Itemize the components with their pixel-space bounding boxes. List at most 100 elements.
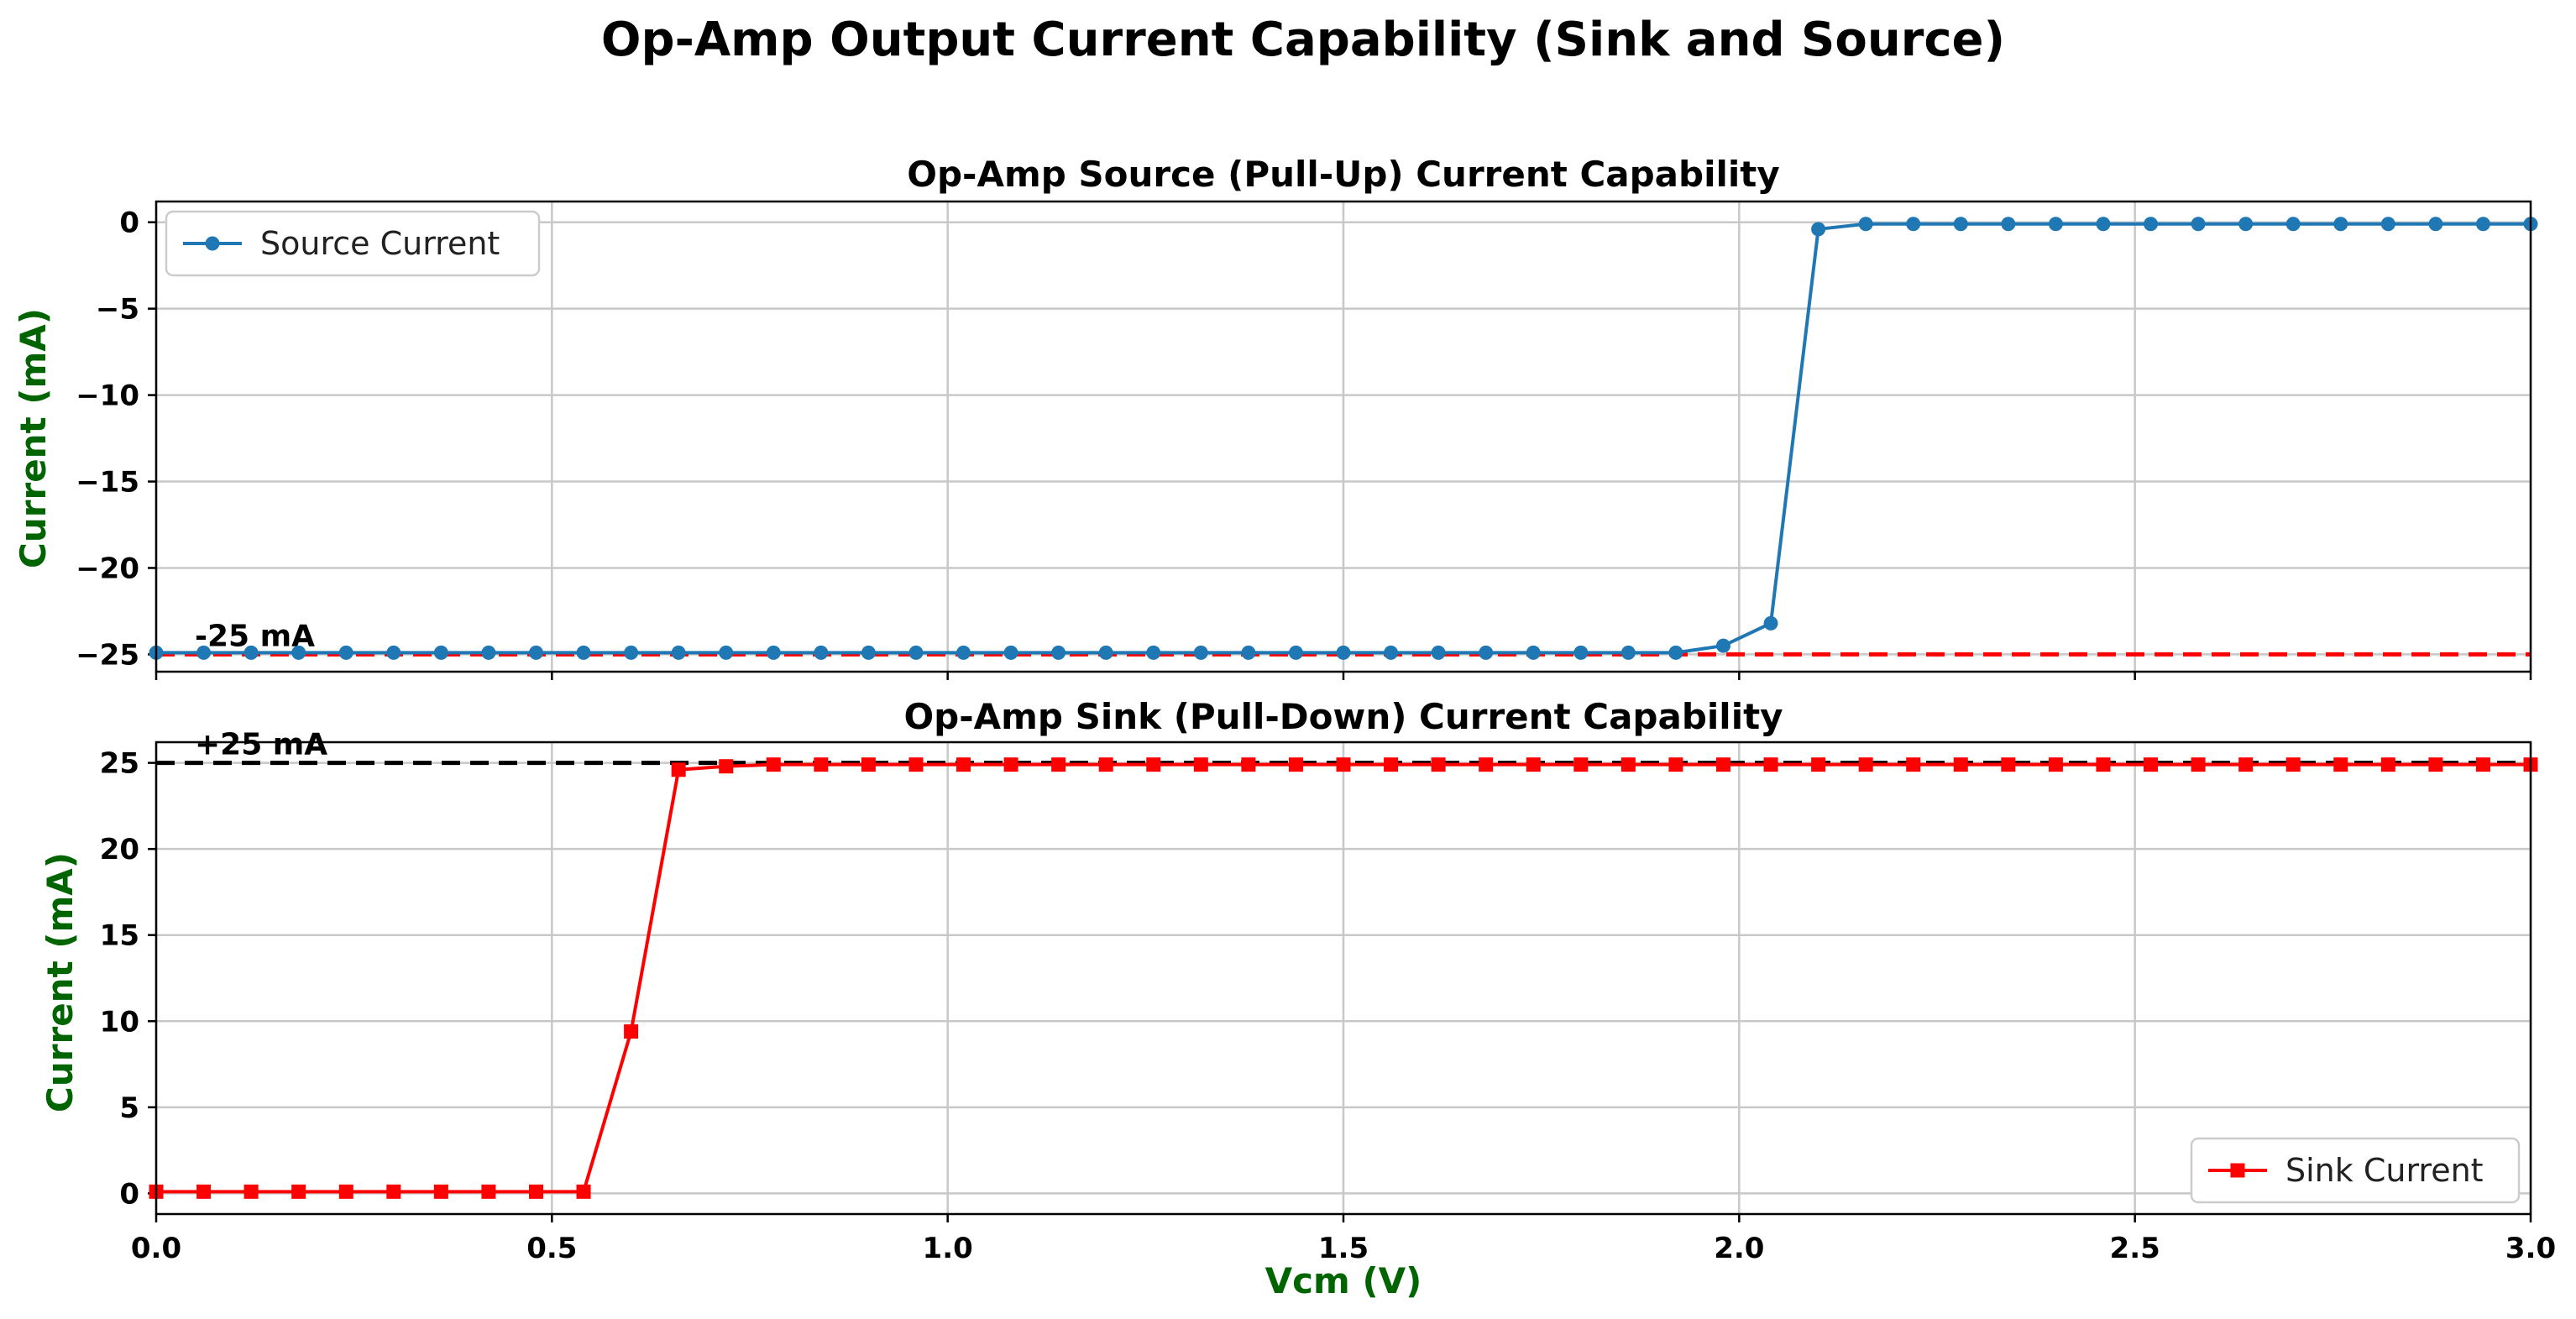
data-point <box>243 1184 259 1199</box>
data-point <box>1431 645 1446 660</box>
y-tick-label: 0 <box>119 207 139 240</box>
data-point <box>1193 645 1208 660</box>
y-tick-label: −20 <box>76 552 139 585</box>
data-point <box>1146 757 1161 772</box>
data-point <box>1573 645 1589 660</box>
data-point <box>433 1184 448 1199</box>
sink-y-axis-label: Current (mA) <box>39 852 81 1112</box>
data-point <box>1953 217 1968 232</box>
x-tick-label: 0.0 <box>131 1232 181 1265</box>
data-point <box>624 645 639 660</box>
data-point <box>1051 645 1066 660</box>
sink-current-panel: Op-Amp Sink (Pull-Down) Current Capabili… <box>39 696 2556 1265</box>
data-point <box>2191 217 2206 232</box>
data-point <box>2096 757 2111 772</box>
data-point <box>2380 217 2395 232</box>
data-point <box>1146 645 1161 660</box>
data-point <box>481 645 496 660</box>
x-tick-label: 1.0 <box>923 1232 973 1265</box>
data-point <box>671 645 686 660</box>
data-point <box>1620 757 1636 772</box>
legend-box <box>2190 1137 2521 1204</box>
data-point <box>624 1024 639 1039</box>
data-point <box>1479 757 1494 772</box>
data-point <box>1715 757 1730 772</box>
legend-box <box>165 210 541 277</box>
data-point <box>2048 757 2063 772</box>
data-point <box>338 645 353 660</box>
data-point <box>2144 217 2159 232</box>
data-point <box>2428 217 2443 232</box>
data-point <box>576 1184 591 1199</box>
data-point <box>2475 217 2490 232</box>
data-point <box>196 1184 212 1199</box>
legend-label: Source Current <box>260 225 500 262</box>
x-tick-label: 2.0 <box>1714 1232 1764 1265</box>
y-tick-label: −15 <box>76 466 139 500</box>
data-point <box>814 645 829 660</box>
data-point <box>956 757 971 772</box>
data-point <box>1763 757 1778 772</box>
source-current-panel: Op-Amp Source (Pull-Up) Current Capabili… <box>13 154 2538 680</box>
data-point <box>2191 757 2206 772</box>
data-point <box>386 1184 401 1199</box>
data-point <box>528 1184 543 1199</box>
data-point <box>481 1184 496 1199</box>
data-point <box>908 757 924 772</box>
plot-frame <box>154 741 2532 1216</box>
data-point <box>1241 757 1256 772</box>
reference-line-label: +25 mA <box>195 728 327 762</box>
data-point <box>1573 757 1589 772</box>
y-tick-label: 15 <box>100 919 139 953</box>
legend-marker <box>2230 1163 2245 1178</box>
data-point <box>1906 217 1921 232</box>
y-tick-label: 5 <box>119 1091 139 1125</box>
data-point <box>719 645 734 660</box>
data-point <box>861 645 876 660</box>
data-point <box>1003 645 1018 660</box>
data-point <box>2285 217 2301 232</box>
y-tick-label: 0 <box>119 1177 139 1211</box>
data-point <box>1715 638 1730 653</box>
data-point <box>1906 757 1921 772</box>
data-point <box>2048 217 2063 232</box>
data-point <box>1193 757 1208 772</box>
y-tick-label: −25 <box>76 638 139 672</box>
data-point <box>2238 217 2254 232</box>
data-point <box>2428 757 2443 772</box>
data-point <box>1384 757 1399 772</box>
data-point <box>2096 217 2111 232</box>
data-point <box>291 1184 306 1199</box>
data-point <box>196 645 212 660</box>
plot-frame <box>154 200 2532 673</box>
data-point <box>1098 645 1113 660</box>
data-point <box>1668 757 1683 772</box>
data-point <box>243 645 259 660</box>
data-point <box>814 757 829 772</box>
data-point <box>766 645 781 660</box>
data-point <box>1858 217 1873 232</box>
data-point <box>908 645 924 660</box>
x-tick-label: 2.5 <box>2110 1232 2160 1265</box>
data-point <box>1811 757 1826 772</box>
y-tick-label: −10 <box>76 379 139 413</box>
data-point <box>1288 757 1303 772</box>
figure-title: Op-Amp Output Current Capability (Sink a… <box>601 13 2005 67</box>
data-point <box>338 1184 353 1199</box>
data-point <box>1241 645 1256 660</box>
data-point <box>1479 645 1494 660</box>
data-point <box>1431 757 1446 772</box>
data-point <box>766 757 781 772</box>
data-point <box>1858 757 1873 772</box>
data-point <box>1336 645 1351 660</box>
source-panel-title: Op-Amp Source (Pull-Up) Current Capabili… <box>907 154 1779 195</box>
data-point <box>1051 757 1066 772</box>
data-point <box>1336 757 1351 772</box>
legend-label: Sink Current <box>2285 1152 2484 1189</box>
data-point <box>1288 645 1303 660</box>
data-point <box>956 645 971 660</box>
data-point <box>1811 222 1826 237</box>
x-tick-label: 1.5 <box>1318 1232 1369 1265</box>
legend-marker <box>205 236 220 251</box>
data-point <box>1953 757 1968 772</box>
